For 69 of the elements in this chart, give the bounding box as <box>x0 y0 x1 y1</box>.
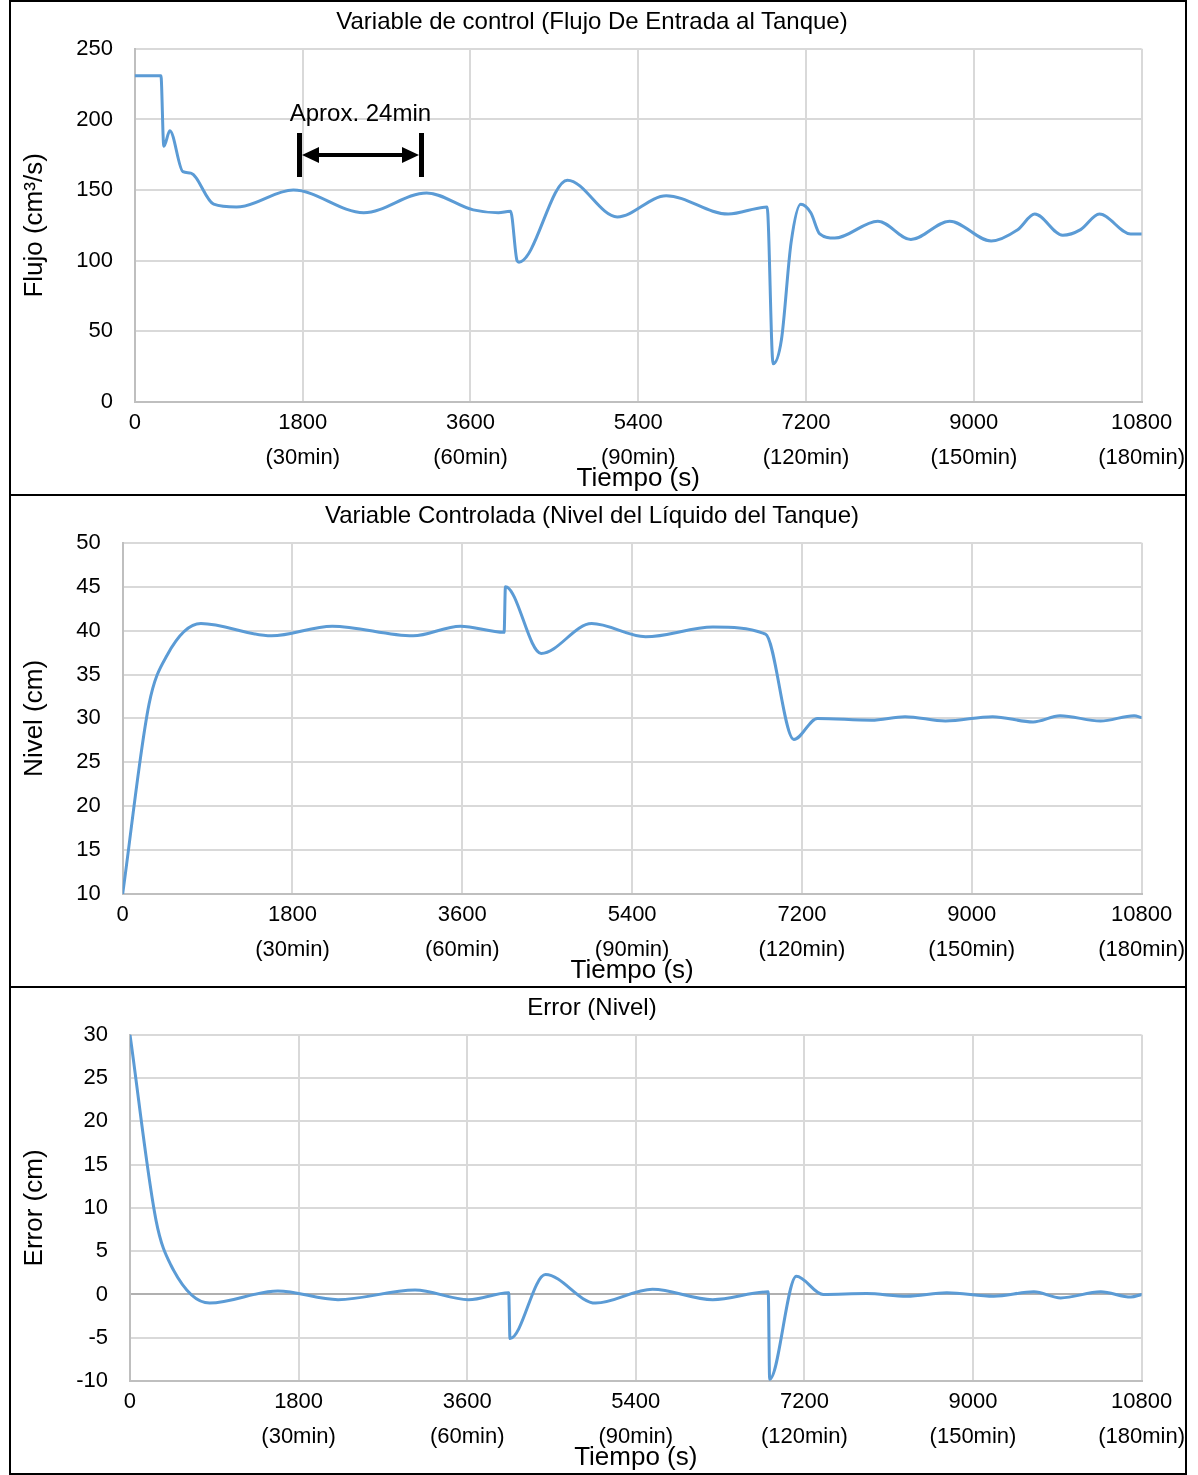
y-tick-label: 0 <box>100 388 113 414</box>
y-tick-label: -5 <box>88 1323 108 1349</box>
x-tick-label: 3600 <box>442 1388 492 1414</box>
y-axis-title: Nivel (cm) <box>17 659 48 777</box>
y-tick-label: 50 <box>88 317 113 343</box>
y-tick-label: 20 <box>76 792 101 818</box>
y-tick-label: 5 <box>95 1237 108 1263</box>
x-tick-label: 7200 <box>779 1388 829 1414</box>
y-axis-title: Flujo (cm³/s) <box>17 153 48 298</box>
x-tick-label: 1800 <box>274 1388 324 1414</box>
y-tick-label: 25 <box>76 748 101 774</box>
line-series <box>130 1034 1142 1381</box>
x-tick-label: 7200 <box>781 409 831 435</box>
x2-tick-label: (150min) <box>930 443 1018 469</box>
y-tick-label: 50 <box>76 528 101 554</box>
x-tick-label: 9000 <box>947 901 997 927</box>
y-tick-label: 0 <box>95 1280 108 1306</box>
y-tick-label: -10 <box>76 1367 108 1393</box>
y-axis-title: Error (cm) <box>17 1149 48 1267</box>
x2-tick-label: (30min) <box>261 1422 336 1448</box>
y-tick-label: 250 <box>76 34 113 60</box>
y-tick-label: 30 <box>76 704 101 730</box>
y-tick-label: 35 <box>76 660 101 686</box>
y-tick-label: 200 <box>76 105 113 131</box>
y-tick-label: 25 <box>83 1064 108 1090</box>
x-tick-label: 10800 <box>1111 1388 1173 1414</box>
x2-tick-label: (30min) <box>265 443 340 469</box>
line-series <box>134 74 1142 366</box>
x-tick-label: 0 <box>128 409 142 435</box>
x2-tick-label: (180min) <box>1098 1422 1185 1448</box>
x-tick-label: 0 <box>116 901 129 927</box>
y-tick-label: 40 <box>76 616 101 642</box>
x-tick-label: 7200 <box>777 901 827 927</box>
chart-title: Variable de control (Flujo De Entrada al Tanque) <box>336 7 848 35</box>
x2-tick-label: (120min) <box>758 935 846 961</box>
x2-tick-label: (60min) <box>425 935 500 961</box>
y-tick-label: 10 <box>76 880 101 906</box>
y-tick-label: 30 <box>83 1020 108 1046</box>
x2-tick-label: (150min) <box>928 935 1016 961</box>
chart-title: Error (Nivel) <box>527 993 657 1021</box>
y-tick-label: 150 <box>76 176 113 202</box>
x-tick-label: 0 <box>123 1388 137 1414</box>
x2-tick-label: (30min) <box>255 935 330 961</box>
x2-tick-label: (150min) <box>929 1422 1017 1448</box>
y-tick-label: 20 <box>83 1107 108 1133</box>
x-tick-label: 3600 <box>437 901 487 927</box>
chart-title: Variable Controlada (Nivel del Líquido del Tanque) <box>324 501 860 529</box>
x-tick-label: 1800 <box>278 409 328 435</box>
y-tick-label: 10 <box>83 1193 108 1219</box>
annotation: Aprox. 24min <box>289 99 432 127</box>
x-tick-label: 9000 <box>948 1388 998 1414</box>
x-tick-label: 5400 <box>613 409 663 435</box>
y-tick-label: 100 <box>76 246 113 272</box>
x-tick-label: 9000 <box>949 409 999 435</box>
x-tick-label: 5400 <box>607 901 657 927</box>
x-tick-label: 1800 <box>268 901 317 927</box>
x-tick-label: 3600 <box>445 409 495 435</box>
y-tick-label: 45 <box>76 572 101 598</box>
x2-tick-label: (180min) <box>1098 935 1185 961</box>
x-tick-label: 10800 <box>1111 409 1173 435</box>
x-tick-label: 5400 <box>611 1388 661 1414</box>
x2-tick-label: (60min) <box>429 1422 505 1448</box>
x2-tick-label: (180min) <box>1098 443 1185 469</box>
x2-tick-label: (120min) <box>760 1422 848 1448</box>
x2-tick-label: (60min) <box>433 443 508 469</box>
y-tick-label: 15 <box>76 836 101 862</box>
x-tick-label: 10800 <box>1111 901 1173 927</box>
y-tick-label: 15 <box>83 1150 108 1176</box>
x2-tick-label: (120min) <box>762 443 850 469</box>
